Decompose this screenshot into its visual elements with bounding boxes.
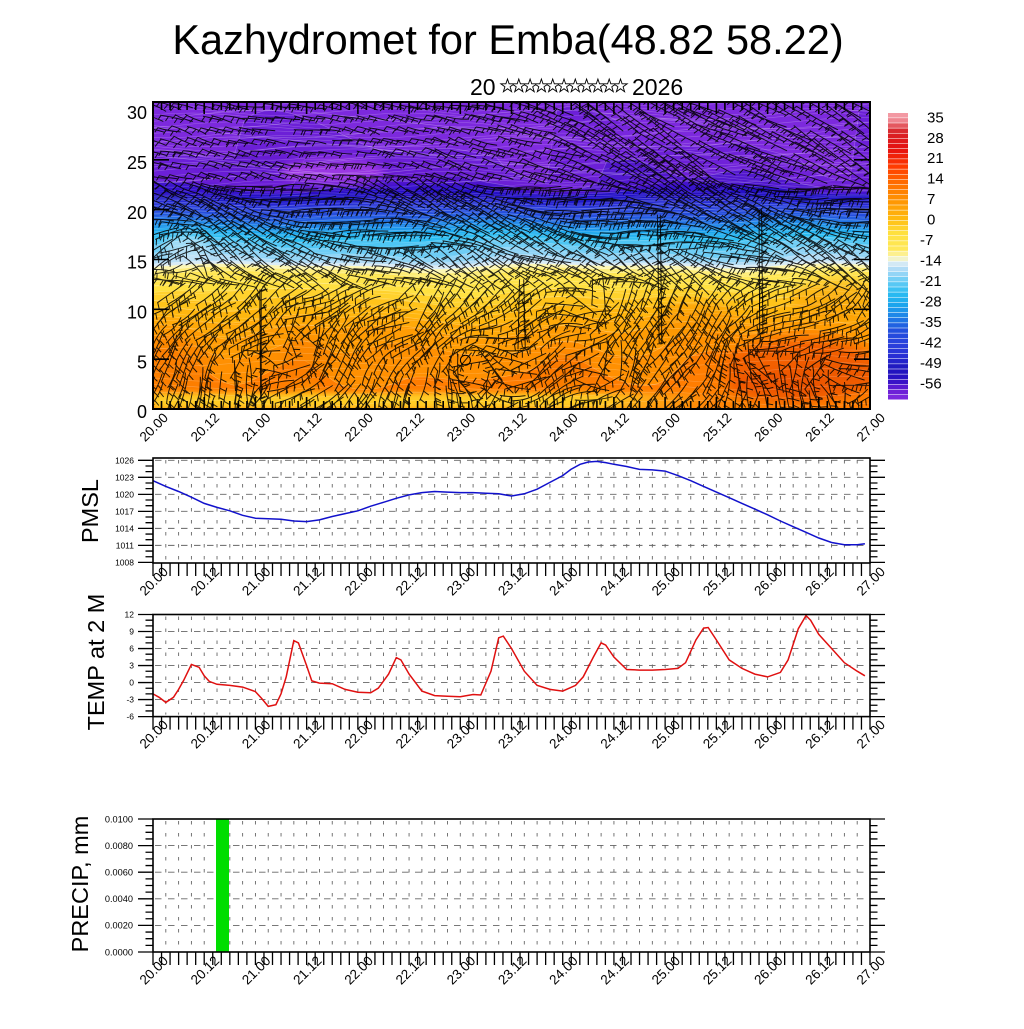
svg-text:21: 21 bbox=[927, 150, 944, 167]
svg-text:5: 5 bbox=[137, 352, 147, 372]
svg-text:25: 25 bbox=[127, 153, 147, 173]
svg-text:0.0100: 0.0100 bbox=[105, 814, 133, 824]
svg-text:10: 10 bbox=[127, 303, 147, 323]
svg-text:0: 0 bbox=[129, 678, 134, 688]
svg-text:1008: 1008 bbox=[115, 557, 134, 567]
svg-text:PRECIP, mm: PRECIP, mm bbox=[67, 816, 93, 953]
svg-text:30: 30 bbox=[127, 103, 147, 123]
svg-text:-21: -21 bbox=[920, 273, 942, 290]
svg-text:0.0080: 0.0080 bbox=[105, 841, 133, 851]
svg-text:7: 7 bbox=[927, 191, 935, 208]
svg-text:12: 12 bbox=[125, 610, 135, 620]
svg-text:6: 6 bbox=[129, 644, 134, 654]
svg-text:PMSL: PMSL bbox=[77, 479, 103, 543]
svg-text:1020: 1020 bbox=[115, 489, 134, 499]
svg-text:0.0000: 0.0000 bbox=[105, 947, 133, 957]
svg-text:1026: 1026 bbox=[115, 455, 134, 465]
svg-text:0: 0 bbox=[137, 402, 147, 422]
svg-text:1014: 1014 bbox=[115, 523, 134, 533]
svg-text:2026: 2026 bbox=[632, 74, 683, 100]
svg-text:-49: -49 bbox=[920, 355, 942, 372]
svg-text:-28: -28 bbox=[920, 293, 942, 310]
svg-text:0.0020: 0.0020 bbox=[105, 921, 133, 931]
svg-text:1017: 1017 bbox=[115, 506, 134, 516]
svg-text:-42: -42 bbox=[920, 334, 942, 351]
svg-text:Kazhydromet for Emba(48.82 58.: Kazhydromet for Emba(48.82 58.22) bbox=[172, 16, 843, 63]
svg-text:35: 35 bbox=[927, 109, 944, 126]
svg-text:-14: -14 bbox=[920, 253, 942, 270]
svg-text:-7: -7 bbox=[920, 232, 933, 249]
svg-text:28: 28 bbox=[927, 130, 944, 147]
svg-text:20: 20 bbox=[470, 74, 496, 100]
svg-text:0: 0 bbox=[927, 212, 935, 229]
svg-text:0.0040: 0.0040 bbox=[105, 894, 133, 904]
svg-text:3: 3 bbox=[129, 661, 134, 671]
svg-text:TEMP at 2 M: TEMP at 2 M bbox=[83, 594, 109, 731]
svg-text:-6: -6 bbox=[126, 712, 134, 722]
svg-text:-35: -35 bbox=[920, 314, 942, 331]
svg-text:20: 20 bbox=[127, 203, 147, 223]
svg-text:9: 9 bbox=[129, 627, 134, 637]
svg-text:-56: -56 bbox=[920, 375, 942, 392]
svg-text:15: 15 bbox=[127, 253, 147, 273]
svg-text:-3: -3 bbox=[126, 695, 134, 705]
svg-text:1023: 1023 bbox=[115, 472, 134, 482]
svg-text:1011: 1011 bbox=[116, 540, 135, 550]
svg-text:14: 14 bbox=[927, 171, 944, 188]
svg-text:0.0060: 0.0060 bbox=[105, 868, 133, 878]
